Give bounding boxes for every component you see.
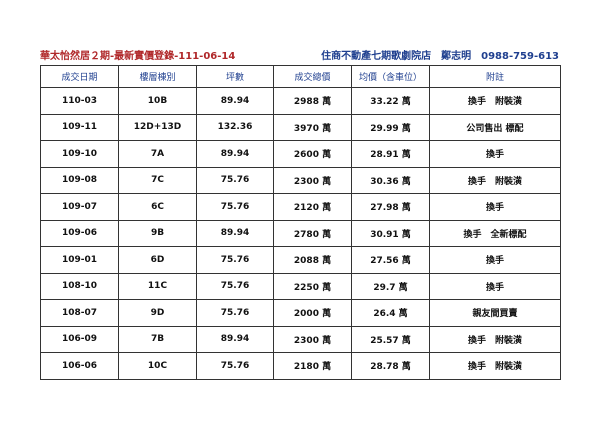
col-header-unit: 樓層棟別 — [118, 65, 197, 88]
cell-date: 106-06 — [40, 352, 119, 380]
cell-total-price: 2250 萬 — [273, 272, 352, 300]
cell-date: 106-09 — [40, 325, 119, 353]
cell-unit-price: 30.91 萬 — [351, 219, 430, 247]
cell-notes: 換手 — [429, 140, 561, 168]
cell-area: 75.76 — [196, 193, 274, 221]
cell-unit: 9D — [118, 299, 197, 327]
cell-unit-price: 26.4 萬 — [351, 299, 430, 327]
cell-unit-price: 28.91 萬 — [351, 140, 430, 168]
cell-total-price: 2120 萬 — [273, 193, 352, 221]
table-row: 109-10 7A 89.94 2600 萬 28.91 萬 換手 — [40, 140, 561, 168]
agent-phone: 0988-759-613 — [481, 51, 559, 62]
cell-total-price: 2780 萬 — [273, 219, 352, 247]
cell-unit-price: 25.57 萬 — [351, 325, 430, 353]
cell-date: 109-01 — [40, 246, 119, 274]
agency-name: 住商不動產七期歌劇院店 — [321, 51, 432, 62]
cell-notes: 換手 — [429, 272, 561, 300]
col-header-unit-price: 均價（含車位） — [351, 65, 430, 88]
cell-area: 89.94 — [196, 87, 274, 115]
table-row: 109-01 6D 75.76 2088 萬 27.56 萬 換手 — [40, 246, 561, 274]
cell-notes: 親友間買賣 — [429, 299, 561, 327]
col-header-area: 坪數 — [196, 65, 274, 88]
cell-unit-price: 29.99 萬 — [351, 113, 430, 141]
cell-notes: 換手 全新標配 — [429, 219, 561, 247]
cell-unit-price: 30.36 萬 — [351, 166, 430, 194]
table-row: 109-07 6C 75.76 2120 萬 27.98 萬 換手 — [40, 193, 561, 221]
cell-total-price: 2088 萬 — [273, 246, 352, 274]
cell-total-price: 3970 萬 — [273, 113, 352, 141]
cell-notes: 換手 附裝潢 — [429, 87, 561, 115]
cell-unit: 10C — [118, 352, 197, 380]
cell-notes: 換手 — [429, 246, 561, 274]
table-row: 109-08 7C 75.76 2300 萬 30.36 萬 換手 附裝潢 — [40, 166, 561, 194]
cell-total-price: 2600 萬 — [273, 140, 352, 168]
cell-area: 75.76 — [196, 299, 274, 327]
table-row: 108-07 9D 75.76 2000 萬 26.4 萬 親友間買賣 — [40, 299, 561, 327]
table-row: 108-10 11C 75.76 2250 萬 29.7 萬 換手 — [40, 272, 561, 300]
cell-date: 109-11 — [40, 113, 119, 141]
cell-date: 109-07 — [40, 193, 119, 221]
cell-unit-price: 27.56 萬 — [351, 246, 430, 274]
table-row: 109-06 9B 89.94 2780 萬 30.91 萬 換手 全新標配 — [40, 219, 561, 247]
table-header-row: 成交日期 樓層棟別 坪數 成交總價 均價（含車位） 附註 — [40, 65, 561, 88]
cell-date: 109-06 — [40, 219, 119, 247]
cell-unit: 7A — [118, 140, 197, 168]
cell-unit: 11C — [118, 272, 197, 300]
cell-unit-price: 28.78 萬 — [351, 352, 430, 380]
cell-date: 108-10 — [40, 272, 119, 300]
cell-date: 110-03 — [40, 87, 119, 115]
cell-notes: 換手 附裝潢 — [429, 352, 561, 380]
cell-unit: 6C — [118, 193, 197, 221]
cell-notes: 換手 附裝潢 — [429, 166, 561, 194]
cell-unit-price: 29.7 萬 — [351, 272, 430, 300]
cell-unit: 6D — [118, 246, 197, 274]
cell-total-price: 2300 萬 — [273, 166, 352, 194]
cell-area: 89.94 — [196, 219, 274, 247]
cell-notes: 公司售出 標配 — [429, 113, 561, 141]
cell-total-price: 2988 萬 — [273, 87, 352, 115]
cell-unit: 7B — [118, 325, 197, 353]
cell-area: 89.94 — [196, 325, 274, 353]
table-row: 110-03 10B 89.94 2988 萬 33.22 萬 換手 附裝潢 — [40, 87, 561, 115]
cell-unit: 10B — [118, 87, 197, 115]
cell-unit: 7C — [118, 166, 197, 194]
cell-area: 75.76 — [196, 166, 274, 194]
agent-name: 鄭志明 — [441, 51, 472, 62]
cell-date: 109-08 — [40, 166, 119, 194]
table-row: 106-06 10C 75.76 2180 萬 28.78 萬 換手 附裝潢 — [40, 352, 561, 380]
cell-total-price: 2000 萬 — [273, 299, 352, 327]
cell-area: 75.76 — [196, 272, 274, 300]
col-header-total-price: 成交總價 — [273, 65, 352, 88]
transaction-table: 成交日期 樓層棟別 坪數 成交總價 均價（含車位） 附註 110-03 10B … — [40, 65, 561, 380]
agent-contact: 住商不動產七期歌劇院店 鄭志明 0988-759-613 — [321, 47, 559, 62]
cell-unit-price: 27.98 萬 — [351, 193, 430, 221]
cell-area: 75.76 — [196, 246, 274, 274]
col-header-date: 成交日期 — [40, 65, 119, 88]
cell-area: 75.76 — [196, 352, 274, 380]
cell-area: 132.36 — [196, 113, 274, 141]
cell-date: 109-10 — [40, 140, 119, 168]
col-header-notes: 附註 — [429, 65, 561, 88]
cell-area: 89.94 — [196, 140, 274, 168]
cell-total-price: 2300 萬 — [273, 325, 352, 353]
cell-total-price: 2180 萬 — [273, 352, 352, 380]
cell-notes: 換手 — [429, 193, 561, 221]
cell-notes: 換手 附裝潢 — [429, 325, 561, 353]
table-row: 109-11 12D+13D 132.36 3970 萬 29.99 萬 公司售… — [40, 113, 561, 141]
table-row: 106-09 7B 89.94 2300 萬 25.57 萬 換手 附裝潢 — [40, 325, 561, 353]
cell-unit: 9B — [118, 219, 197, 247]
cell-unit-price: 33.22 萬 — [351, 87, 430, 115]
cell-date: 108-07 — [40, 299, 119, 327]
cell-unit: 12D+13D — [118, 113, 197, 141]
document-title: 華太怡然居２期-最新實價登錄-111-06-14 — [40, 51, 236, 62]
